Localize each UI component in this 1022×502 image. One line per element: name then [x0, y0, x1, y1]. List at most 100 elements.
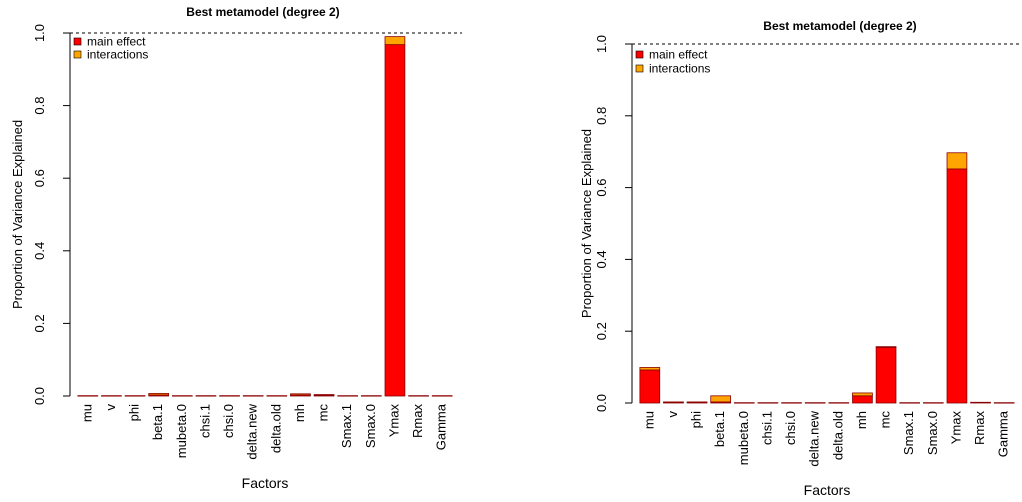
bar-main-effect [77, 395, 99, 397]
x-tick-label: mu [79, 404, 94, 422]
x-tick-label: mubeta.0 [174, 404, 189, 458]
bar-mc [875, 346, 897, 404]
legend-swatch-main-effect [73, 37, 82, 46]
legend-swatch-interactions [635, 64, 644, 73]
bar-Smax.1 [337, 395, 359, 397]
bar-Smax.1 [899, 402, 921, 404]
x-tick-label: chsi.1 [197, 404, 212, 438]
legend-swatch-main-effect [635, 50, 644, 59]
y-tick-label: 0.6 [32, 169, 47, 187]
bar-main-effect [733, 402, 755, 404]
x-tick-label: mh [292, 404, 307, 422]
bar-mu [639, 367, 661, 404]
x-tick-label: v [665, 411, 680, 418]
bar-main-effect [171, 395, 193, 397]
legend-label: interactions [649, 62, 710, 76]
bar-chsi.0 [781, 402, 802, 404]
x-tick-label: mh [854, 411, 869, 429]
x-tick-label: mc [316, 404, 331, 422]
x-tick-label: delta.new [245, 403, 260, 459]
bar-mh [852, 392, 873, 404]
y-tick-label: 0.2 [594, 322, 609, 340]
y-tick-label: 0.8 [32, 97, 47, 115]
chart-title: Best metamodel (degree 2) [763, 19, 916, 33]
bar-main-effect [219, 395, 240, 397]
y-axis-label: Proportion of Variance Explained [10, 120, 25, 309]
y-axis-label: Proportion of Variance Explained [579, 129, 594, 318]
x-axis-label: Factors [242, 475, 289, 491]
y-tick-label: 1.0 [594, 35, 609, 53]
x-tick-label: mu [641, 411, 656, 429]
bar-delta.new [804, 402, 826, 404]
bar-main-effect [899, 402, 921, 404]
bar-Rmax [408, 395, 429, 397]
bar-main-effect [195, 395, 217, 397]
y-tick-label: 0.0 [32, 387, 47, 405]
bar-Gamma [993, 402, 1015, 404]
y-tick-label: 0.4 [594, 250, 609, 268]
x-tick-label: Ymax [386, 404, 401, 438]
x-tick-label: mubeta.0 [736, 411, 751, 465]
bar-main-effect [408, 395, 429, 397]
x-tick-label: Rmax [410, 404, 425, 438]
legend-swatch-interactions [73, 50, 82, 59]
x-tick-label: Rmax [972, 411, 987, 445]
x-tick-label: beta.1 [712, 411, 727, 447]
y-tick-label: 0.6 [594, 179, 609, 197]
bar-interactions [313, 394, 335, 396]
x-tick-label: beta.1 [150, 404, 165, 440]
bar-main-effect [970, 401, 991, 404]
bar-mc [313, 394, 335, 397]
bar-main-effect [922, 402, 944, 404]
bar-interactions [852, 392, 873, 397]
x-tick-label: Smax.1 [901, 411, 916, 455]
bar-main-effect [431, 395, 453, 397]
x-axis-label: Factors [804, 482, 851, 498]
chart-title: Best metamodel (degree 2) [186, 5, 339, 19]
x-tick-label: Smax.0 [925, 411, 940, 455]
bar-Smax.0 [922, 402, 944, 404]
bar-main-effect [639, 369, 661, 404]
x-tick-label: chsi.0 [221, 404, 236, 438]
bar-main-effect [337, 395, 359, 397]
bar-main-effect [852, 395, 873, 404]
x-tick-label: phi [127, 404, 142, 421]
bar-main-effect [242, 395, 264, 397]
legend-label: main effect [649, 48, 708, 62]
legend-label: main effect [87, 35, 146, 49]
bar-main-effect [757, 402, 779, 404]
x-tick-label: Smax.0 [363, 404, 378, 448]
bar-interactions [946, 152, 968, 170]
bar-phi [686, 401, 708, 404]
x-tick-label: Gamma [996, 410, 1011, 457]
bar-main-effect [804, 402, 826, 404]
bar-mh [290, 393, 311, 397]
y-tick-label: 0.4 [32, 242, 47, 260]
bar-mu [77, 395, 99, 397]
bar-Ymax [946, 152, 968, 404]
bar-main-effect [875, 346, 897, 404]
x-tick-label: phi [689, 411, 704, 428]
bar-interactions [875, 346, 897, 348]
bar-beta.1 [710, 395, 732, 404]
y-tick-label: 0.0 [594, 394, 609, 412]
bar-main-effect [993, 402, 1015, 404]
bar-interactions [290, 393, 311, 396]
bar-delta.old [266, 395, 288, 397]
bar-interactions [384, 36, 406, 46]
bar-main-effect [266, 395, 288, 397]
bar-main-effect [124, 395, 146, 397]
chart-panel-right: Best metamodel (degree 2) 0.0 0.2 0.4 0.6 0.8… [579, 19, 1022, 498]
bar-main-effect [946, 168, 968, 404]
bar-Smax.0 [360, 395, 382, 397]
y-axis: 0.0 0.2 0.4 0.6 0.8 1.0 [594, 35, 633, 412]
bar-interactions [639, 367, 661, 371]
x-tick-label: delta.new [807, 410, 822, 466]
bar-Gamma [431, 395, 453, 397]
bar-main-effect [781, 402, 802, 404]
bar-chsi.0 [219, 395, 240, 397]
y-tick-label: 0.2 [32, 314, 47, 332]
y-tick-label: 1.0 [32, 24, 47, 42]
